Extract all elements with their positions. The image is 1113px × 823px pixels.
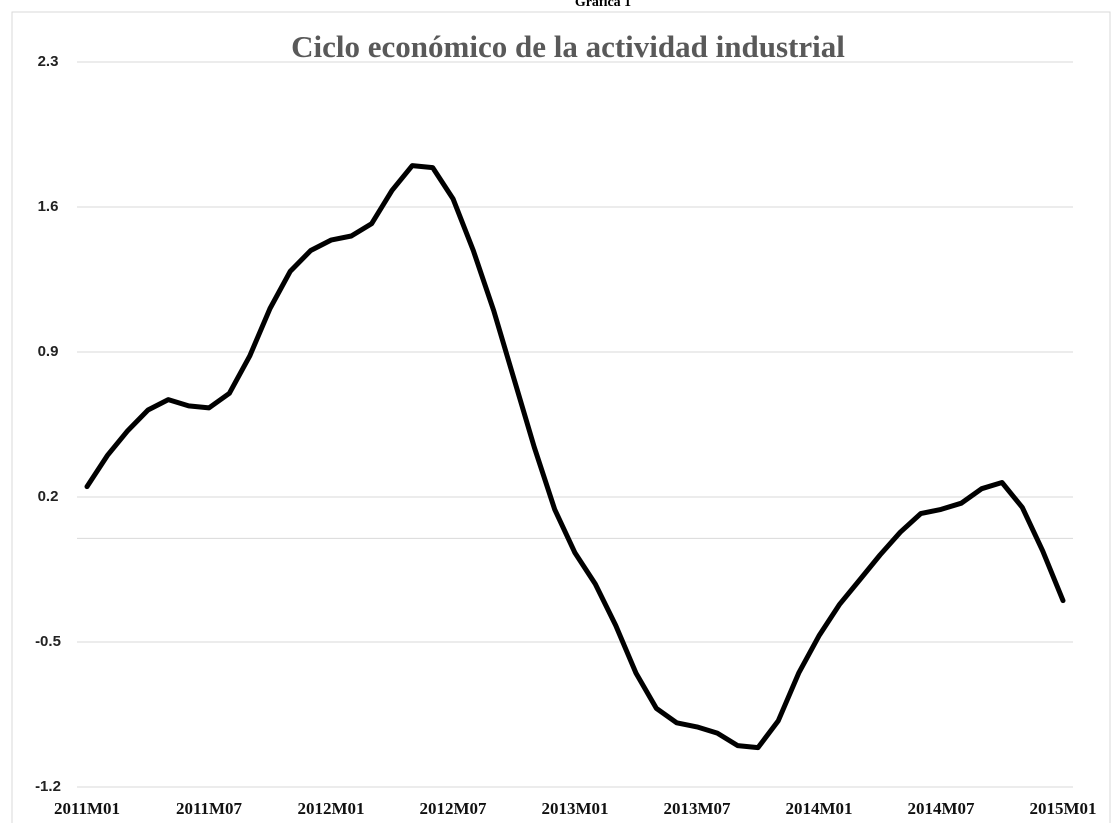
y-tick-label: -1.2 (35, 778, 61, 795)
chart-frame (11, 11, 1111, 823)
chart-title: Ciclo económico de la actividad industri… (291, 29, 845, 64)
header: Gráfica 1 (575, 0, 631, 10)
x-tick-label: 2012M01 (297, 799, 364, 818)
x-tick-label: 2013M01 (541, 799, 608, 818)
x-tick-label: 2011M07 (176, 799, 243, 818)
x-tick-label: 2012M07 (419, 799, 487, 818)
x-tick-label: 2015M01 (1029, 799, 1096, 818)
y-tick-label: -0.5 (35, 633, 61, 650)
y-tick-label: 2.3 (38, 53, 59, 70)
data-line (84, 163, 1066, 751)
x-tick-label: 2014M07 (907, 799, 975, 818)
y-tick-label: 0.2 (38, 488, 59, 505)
x-tick-label: 2013M07 (663, 799, 731, 818)
y-tick-label: 0.9 (38, 343, 59, 360)
x-tick-label: 2014M01 (785, 799, 852, 818)
x-tick-label: 2011M01 (54, 799, 120, 818)
y-tick-label: 1.6 (38, 198, 59, 215)
